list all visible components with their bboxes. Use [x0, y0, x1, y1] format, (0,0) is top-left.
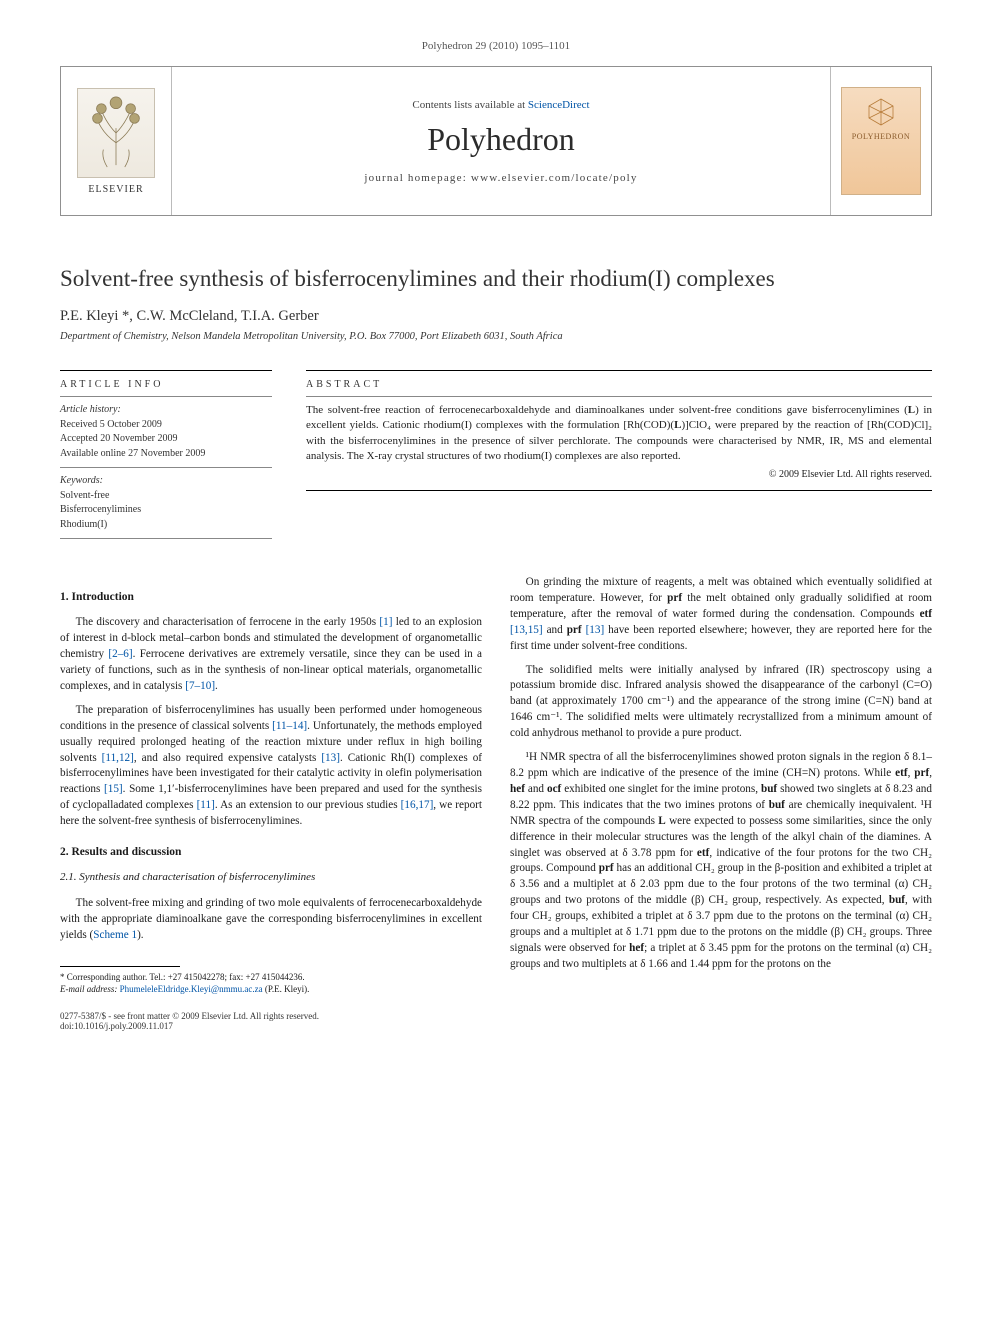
section-1-p1: The discovery and characterisation of fe…	[60, 615, 482, 695]
section-2-1-p1: The solvent-free mixing and grinding of …	[60, 896, 482, 944]
accepted-date: Accepted 20 November 2009	[60, 432, 272, 447]
article-history: Article history: Received 5 October 2009…	[60, 403, 272, 461]
abstract-column: ABSTRACT The solvent-free reaction of fe…	[306, 360, 932, 545]
section-2-1-pr3: ¹H NMR spectra of all the bisferrocenyli…	[510, 750, 932, 973]
journal-reference: Polyhedron 29 (2010) 1095–1101	[60, 40, 932, 52]
section-1-p2: The preparation of bisferrocenylimines h…	[60, 703, 482, 830]
front-matter-line: 0277-5387/$ - see front matter © 2009 El…	[60, 1011, 932, 1021]
received-date: Received 5 October 2009	[60, 418, 272, 433]
cover-label: POLYHEDRON	[842, 132, 920, 141]
footnote-rule	[60, 966, 180, 967]
email-suffix: (P.E. Kleyi).	[265, 984, 310, 994]
journal-name: Polyhedron	[427, 121, 575, 158]
homepage-line: journal homepage: www.elsevier.com/locat…	[364, 172, 637, 184]
abstract-head: ABSTRACT	[306, 379, 932, 390]
article-info-column: ARTICLE INFO Article history: Received 5…	[60, 360, 272, 545]
corr-email-link[interactable]: PhumeleleEldridge.Kleyi@nmmu.ac.za	[120, 984, 263, 994]
info-abstract-row: ARTICLE INFO Article history: Received 5…	[60, 360, 932, 545]
article-title: Solvent-free synthesis of bisferrocenyli…	[60, 266, 932, 292]
keywords-label: Keywords:	[60, 474, 272, 489]
abstract-text: The solvent-free reaction of ferroceneca…	[306, 403, 932, 465]
section-2-head: 2. Results and discussion	[60, 844, 482, 860]
homepage-prefix: journal homepage:	[364, 172, 471, 184]
header-center: Contents lists available at ScienceDirec…	[171, 67, 831, 215]
corr-author-line: * Corresponding author. Tel.: +27 415042…	[60, 971, 482, 983]
homepage-url[interactable]: www.elsevier.com/locate/poly	[471, 172, 638, 184]
doi-line: doi:10.1016/j.poly.2009.11.017	[60, 1021, 932, 1031]
elsevier-tree-icon	[77, 88, 155, 178]
authors: P.E. Kleyi *, C.W. McCleland, T.I.A. Ger…	[60, 308, 932, 325]
contents-line: Contents lists available at ScienceDirec…	[412, 99, 589, 111]
publisher-logo: ELSEVIER	[61, 67, 171, 215]
contents-prefix: Contents lists available at	[412, 99, 527, 111]
journal-header: ELSEVIER Contents lists available at Sci…	[60, 66, 932, 216]
body-columns: 1. Introduction The discovery and charac…	[60, 575, 932, 995]
keyword-3: Rhodium(I)	[60, 518, 272, 533]
abstract-copyright: © 2009 Elsevier Ltd. All rights reserved…	[306, 469, 932, 480]
online-date: Available online 27 November 2009	[60, 447, 272, 462]
affiliation: Department of Chemistry, Nelson Mandela …	[60, 331, 932, 342]
cover-image: POLYHEDRON	[841, 87, 921, 195]
corresponding-footnote: * Corresponding author. Tel.: +27 415042…	[60, 971, 482, 995]
article-info-head: ARTICLE INFO	[60, 379, 272, 390]
publisher-name: ELSEVIER	[88, 184, 143, 195]
keyword-1: Solvent-free	[60, 489, 272, 504]
keywords-block: Keywords: Solvent-free Bisferrocenylimin…	[60, 474, 272, 532]
section-1-head: 1. Introduction	[60, 589, 482, 605]
section-2-1-head: 2.1. Synthesis and characterisation of b…	[60, 870, 482, 886]
sciencedirect-link[interactable]: ScienceDirect	[528, 99, 590, 111]
journal-cover-thumb: POLYHEDRON	[831, 67, 931, 215]
history-label: Article history:	[60, 403, 272, 418]
email-label: E-mail address:	[60, 984, 117, 994]
section-2-1-pr1: On grinding the mixture of reagents, a m…	[510, 575, 932, 655]
section-2-1-pr2: The solidified melts were initially anal…	[510, 663, 932, 743]
keyword-2: Bisferrocenylimines	[60, 503, 272, 518]
